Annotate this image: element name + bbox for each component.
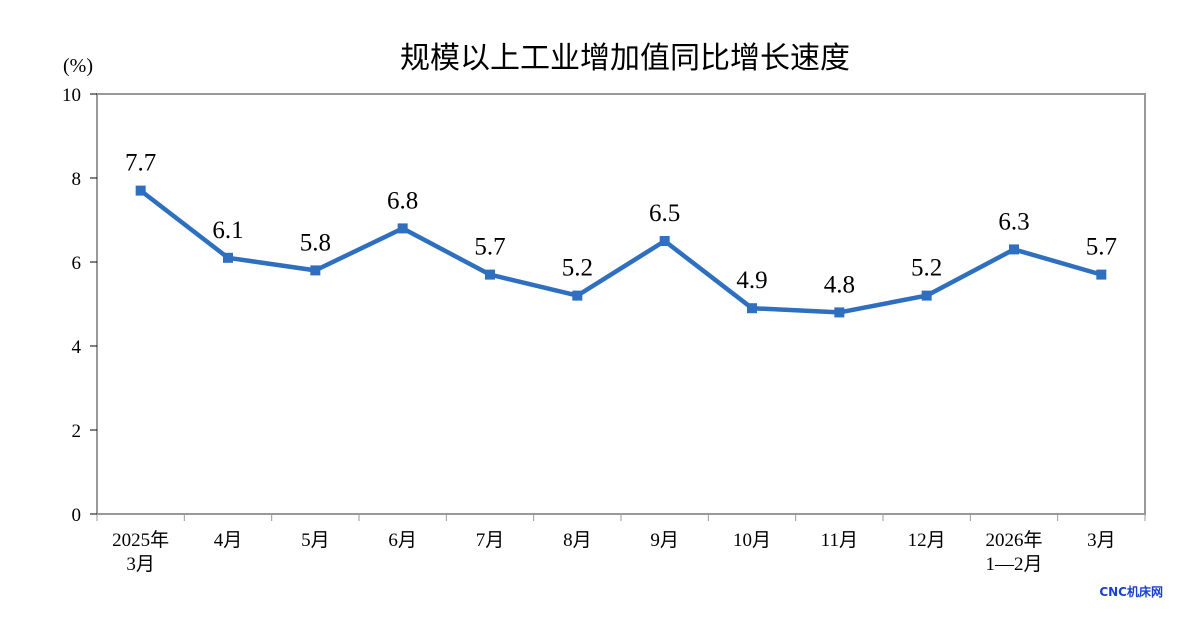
data-label: 5.7 xyxy=(474,234,505,261)
data-label: 5.8 xyxy=(300,229,331,256)
x-tick-label: 3月 xyxy=(126,554,155,575)
x-tick-label: 12月 xyxy=(908,530,946,551)
x-tick-label: 4月 xyxy=(214,530,243,551)
series-line xyxy=(135,185,1107,318)
y-tick-label: 4 xyxy=(72,337,82,358)
x-tick-label: 2026年 xyxy=(985,529,1042,551)
data-label: 4.8 xyxy=(824,271,855,298)
data-point-marker xyxy=(572,290,583,301)
data-label: 6.8 xyxy=(387,187,418,214)
data-point-marker xyxy=(223,252,233,263)
y-tick-label: 0 xyxy=(72,505,82,526)
y-tick-label: 8 xyxy=(72,169,82,190)
data-point-marker xyxy=(834,307,845,318)
data-point-marker xyxy=(1009,244,1019,255)
x-tick-label: 1—2月 xyxy=(985,554,1042,575)
data-point-marker xyxy=(397,223,408,234)
y-tick-label: 2 xyxy=(72,421,82,442)
x-axis: 2025年 3月 4月 5月 6月 7月 8月 9月 10月 11月 12月 2026年 1—2月 3月 xyxy=(96,514,1146,575)
series-path xyxy=(139,188,1102,315)
x-tick-label: 8月 xyxy=(563,530,592,551)
data-label: 5.7 xyxy=(1086,234,1117,261)
data-label: 5.2 xyxy=(562,255,593,282)
watermark-text: CNC机床网 xyxy=(1099,584,1163,599)
data-label: 6.1 xyxy=(212,217,243,244)
data-label: 7.7 xyxy=(125,150,156,177)
x-tick-label: 5月 xyxy=(301,530,330,551)
data-point-marker xyxy=(747,303,757,314)
data-labels: 7.7 6.1 5.8 6.8 5.7 5.2 6.5 4.9 4.8 5.2 6.3 5.7 xyxy=(125,150,1117,299)
x-tick-label: 2025年 xyxy=(112,529,169,551)
y-axis-unit: (%) xyxy=(63,55,93,77)
x-tick-label: 10月 xyxy=(733,530,771,551)
x-tick-label: 6月 xyxy=(388,530,417,551)
y-axis: 0 2 4 6 8 10 xyxy=(62,85,97,526)
data-point-marker xyxy=(921,290,932,301)
data-point-marker xyxy=(485,269,495,280)
x-tick-label: 7月 xyxy=(476,530,505,551)
data-label: 6.5 xyxy=(649,200,680,227)
data-point-marker xyxy=(135,185,146,196)
data-label: 5.2 xyxy=(911,255,942,282)
chart-title: 规模以上工业增加值同比增长速度 xyxy=(400,41,850,76)
data-point-marker xyxy=(659,236,670,246)
y-tick-label: 10 xyxy=(62,85,81,106)
data-point-marker xyxy=(1096,269,1107,280)
data-label: 4.9 xyxy=(736,267,767,294)
y-tick-label: 6 xyxy=(72,253,82,274)
data-label: 6.3 xyxy=(998,208,1029,235)
plot-area-frame xyxy=(96,93,1146,515)
x-tick-label: 3月 xyxy=(1087,530,1116,551)
x-tick-label: 11月 xyxy=(821,530,858,551)
x-tick-label: 9月 xyxy=(650,530,679,551)
data-point-marker xyxy=(310,265,321,276)
